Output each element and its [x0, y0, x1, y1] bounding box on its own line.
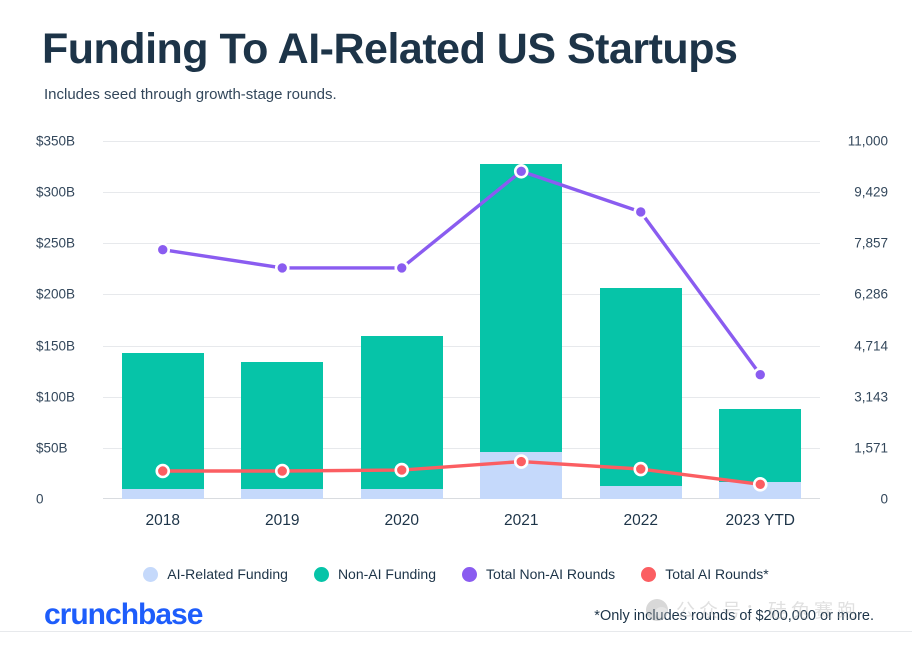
- data-point[interactable]: [633, 461, 649, 477]
- line-series-layer: [155, 163, 768, 492]
- right-axis: 0 1,571 3,143 4,714 6,286 7,857 9,429 11,000: [826, 134, 888, 507]
- data-point[interactable]: [155, 242, 171, 258]
- bar-segment-nonai-funding[interactable]: [599, 288, 682, 486]
- data-point[interactable]: [633, 204, 649, 220]
- page-subtitle: Includes seed through growth-stage round…: [44, 86, 337, 103]
- data-point[interactable]: [155, 463, 171, 479]
- bar-segment-ai-funding[interactable]: [241, 488, 324, 499]
- x-axis-label: 2019: [265, 512, 300, 529]
- legend-item[interactable]: Total Non-AI Rounds: [462, 566, 615, 582]
- right-axis-tick: 9,429: [854, 184, 888, 200]
- right-axis-tick: 11,000: [847, 133, 888, 149]
- left-axis-tick: $150B: [36, 338, 76, 354]
- right-axis-tick: 6,286: [854, 286, 888, 302]
- gridline: [103, 141, 820, 142]
- gridline: [103, 447, 820, 449]
- legend-label: Total Non-AI Rounds: [486, 566, 616, 582]
- bar-segment-nonai-funding[interactable]: [719, 409, 802, 482]
- footnote: *Only includes rounds of $200,000 or mor…: [594, 608, 874, 624]
- bar-segment-ai-funding[interactable]: [121, 488, 204, 499]
- left-axis-tick: $250B: [36, 235, 76, 251]
- legend-label: AI-Related Funding: [167, 566, 288, 582]
- data-point[interactable]: [513, 163, 529, 179]
- legend-swatch-icon: [641, 566, 657, 582]
- x-axis-label: 2021: [504, 512, 539, 529]
- legend-swatch-icon: [462, 566, 477, 582]
- bar-segment-ai-funding[interactable]: [360, 488, 443, 499]
- gridline: [103, 498, 820, 499]
- gridline: [103, 396, 820, 398]
- x-axis-label: 2023 YTD: [725, 512, 795, 529]
- gridline: [103, 345, 820, 347]
- x-axis-label: 2018: [145, 512, 180, 529]
- legend-label: Total AI Rounds*: [665, 566, 769, 582]
- line-total-non-ai-rounds: [161, 169, 762, 377]
- data-point[interactable]: [752, 367, 768, 382]
- footer-divider: [0, 631, 912, 632]
- bar-group[interactable]: [480, 163, 563, 499]
- legend-swatch-icon: [313, 566, 329, 582]
- right-axis-tick: 7,857: [854, 235, 888, 251]
- line-total-ai-rounds: [161, 459, 762, 487]
- data-point[interactable]: [274, 260, 290, 276]
- left-axis-tick: $200B: [36, 286, 76, 302]
- x-axis-label: 2020: [384, 512, 419, 529]
- right-axis-tick: 0: [880, 491, 888, 507]
- chart-legend: AI-Related Funding Non-AI Funding Total No…: [0, 562, 912, 586]
- data-point[interactable]: [394, 462, 410, 478]
- data-point[interactable]: [274, 463, 290, 479]
- left-axis-tick: $50B: [36, 440, 68, 456]
- x-axis-labels: 2018 2019 2020 2021 2022 2023 YTD: [103, 512, 820, 538]
- right-axis-tick: 3,143: [854, 389, 888, 405]
- right-axis-tick: 1,571: [854, 440, 888, 456]
- legend-swatch-icon: [143, 566, 159, 582]
- legend-label: Non-AI Funding: [337, 566, 436, 582]
- bar-segment-ai-funding[interactable]: [599, 485, 682, 499]
- left-axis-tick: $100B: [36, 389, 76, 405]
- gridline: [103, 243, 820, 245]
- bar-group[interactable]: [599, 288, 682, 499]
- bar-segment-nonai-funding[interactable]: [480, 163, 563, 452]
- left-axis-tick: 0: [36, 491, 44, 507]
- data-point[interactable]: [752, 477, 768, 492]
- gridline: [103, 192, 820, 194]
- legend-item[interactable]: Total AI Rounds*: [641, 566, 769, 582]
- right-axis-tick: 4,714: [854, 338, 888, 354]
- data-point[interactable]: [394, 260, 410, 276]
- legend-item[interactable]: Non-AI Funding: [313, 566, 436, 582]
- page-title: Funding To AI-Related US Startups: [42, 25, 738, 73]
- crunchbase-logo: crunchbase: [44, 598, 203, 631]
- x-axis-label: 2022: [623, 512, 658, 529]
- data-point[interactable]: [513, 454, 529, 469]
- left-axis: 0 $50B $100B $150B $200B $250B $300B $350B: [36, 134, 98, 507]
- legend-item[interactable]: AI-Related Funding: [143, 566, 288, 582]
- left-axis-tick: $300B: [36, 184, 76, 200]
- left-axis-tick: $350B: [36, 133, 76, 149]
- gridline: [103, 294, 820, 296]
